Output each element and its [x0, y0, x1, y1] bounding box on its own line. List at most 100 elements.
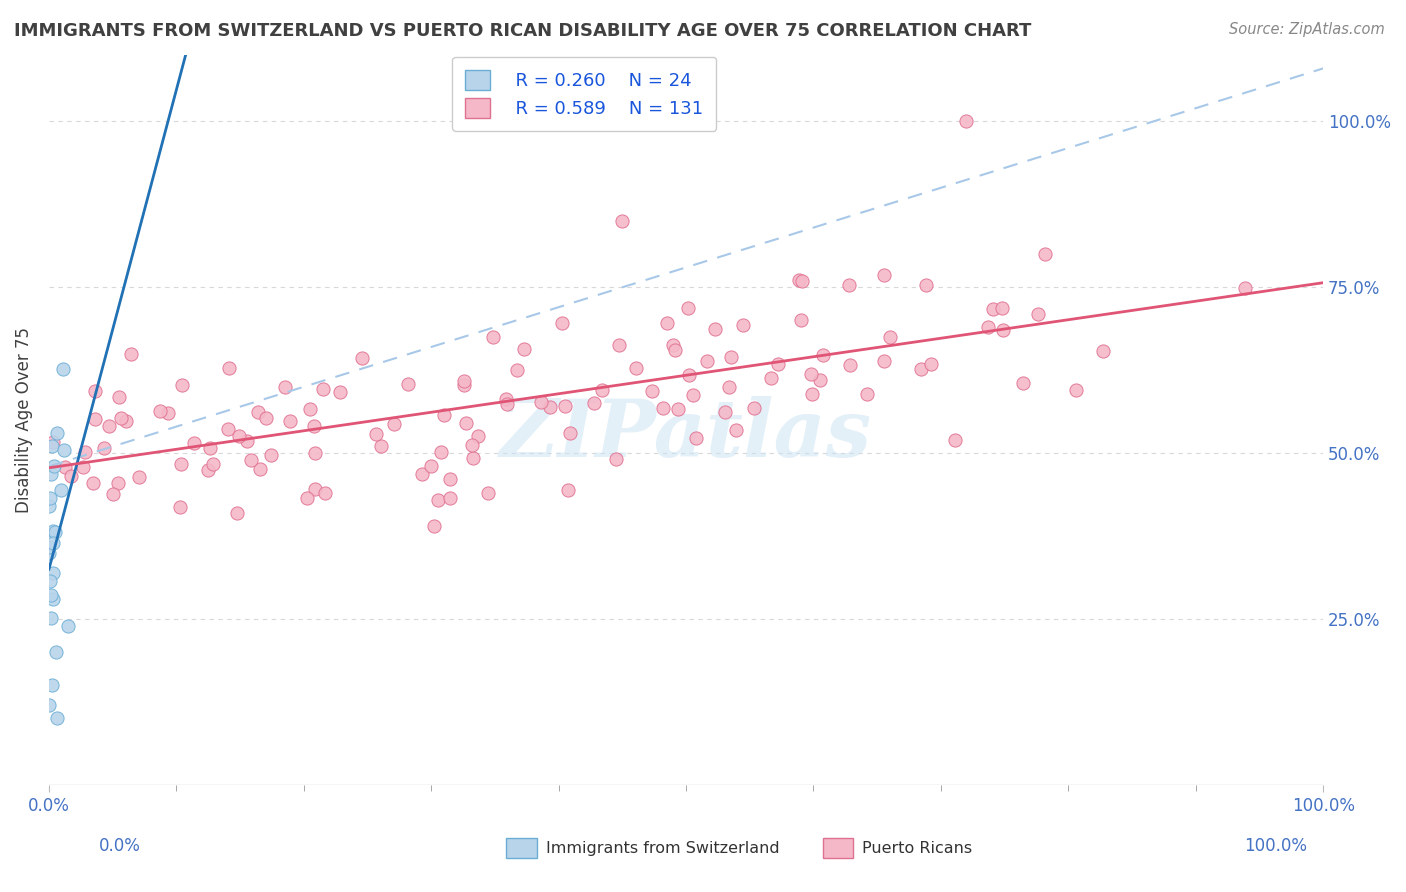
Point [655, 316, 678, 330]
Point [482, 330, 505, 344]
Point [955, 114, 977, 128]
Point [72, 459, 94, 474]
Point [495, 392, 517, 407]
Point [236, 434, 259, 448]
Point [879, 330, 901, 344]
Point [714, 405, 737, 419]
Point [724, 423, 747, 437]
Legend:   R = 0.260    N = 24,   R = 0.589    N = 131: R = 0.260 N = 24, R = 0.589 N = 131 [453, 57, 716, 131]
Point [685, 431, 707, 445]
Point [641, 384, 664, 398]
Point [477, 486, 499, 500]
Point [304, 446, 326, 460]
Point [120, 347, 142, 361]
Point [350, 351, 373, 366]
Point [454, 416, 477, 430]
Point [115, 414, 138, 428]
Point [249, 462, 271, 476]
Point [495, 396, 517, 410]
Point [226, 506, 249, 520]
Text: Source: ZipAtlas.com: Source: ZipAtlas.com [1229, 22, 1385, 37]
Point [42, 458, 65, 473]
Point [217, 422, 239, 436]
Point [976, 320, 998, 334]
Point [201, 457, 224, 471]
Point [461, 450, 484, 465]
Point [382, 417, 405, 431]
Point [666, 402, 689, 417]
Point [38, 546, 60, 560]
Point [759, 371, 782, 385]
Point [38, 499, 60, 513]
Point [108, 391, 131, 405]
Point [1064, 383, 1087, 397]
Point [651, 401, 673, 415]
Point [329, 384, 352, 399]
Point [246, 405, 269, 419]
Point [538, 400, 561, 414]
Point [811, 347, 834, 361]
Point [717, 379, 740, 393]
Point [429, 445, 451, 459]
Point [44, 525, 66, 540]
Point [467, 429, 489, 443]
Point [411, 467, 433, 482]
Point [720, 350, 742, 364]
Text: 0.0%: 0.0% [98, 837, 141, 855]
Point [83, 384, 105, 398]
Point [612, 214, 634, 228]
Point [42, 592, 65, 607]
Point [529, 394, 551, 409]
Point [183, 436, 205, 450]
Text: Immigrants from Switzerland: Immigrants from Switzerland [546, 841, 779, 855]
Point [554, 399, 576, 413]
Point [75, 444, 97, 458]
Point [582, 395, 605, 409]
Point [170, 457, 193, 471]
Point [53, 442, 76, 457]
Point [678, 368, 700, 382]
Text: Puerto Ricans: Puerto Ricans [862, 841, 972, 855]
Point [696, 353, 718, 368]
Point [800, 367, 823, 381]
Point [506, 363, 529, 377]
Point [439, 472, 461, 486]
Point [366, 427, 388, 442]
Point [302, 419, 325, 434]
Point [422, 519, 444, 533]
Point [808, 373, 831, 387]
Point [914, 278, 936, 293]
Point [60, 468, 83, 483]
Point [662, 338, 685, 352]
Point [790, 313, 813, 327]
Point [101, 487, 124, 501]
Point [240, 453, 263, 467]
Point [439, 491, 461, 505]
Point [197, 463, 219, 477]
Point [128, 470, 150, 484]
Point [51, 483, 73, 497]
Point [1091, 343, 1114, 358]
Point [427, 492, 450, 507]
Point [453, 377, 475, 392]
Point [314, 486, 336, 500]
Point [41, 566, 63, 580]
Point [981, 301, 1004, 316]
Point [254, 410, 277, 425]
Point [420, 458, 443, 473]
Point [624, 360, 647, 375]
Point [1012, 376, 1035, 391]
Point [733, 318, 755, 332]
Point [46, 426, 69, 441]
Point [39, 611, 62, 625]
Point [370, 440, 392, 454]
Point [274, 380, 297, 394]
Point [39, 491, 62, 506]
Text: 100.0%: 100.0% [1244, 837, 1308, 855]
Point [1033, 247, 1056, 261]
Point [910, 361, 932, 376]
Point [42, 434, 65, 449]
Point [259, 449, 281, 463]
Point [513, 343, 536, 357]
Point [838, 277, 860, 292]
